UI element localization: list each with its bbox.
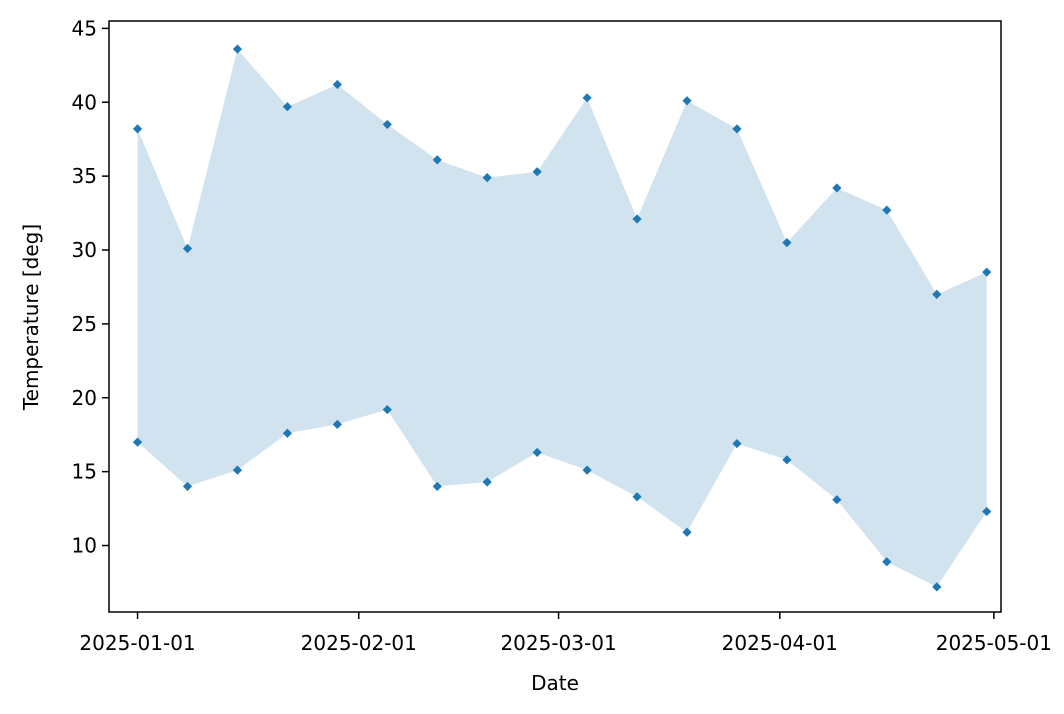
x-tick-label: 2025-05-01 xyxy=(936,631,1052,655)
x-tick-label: 2025-01-01 xyxy=(79,631,195,655)
upper-point xyxy=(932,289,942,299)
lower-point xyxy=(482,477,492,487)
upper-point xyxy=(132,124,143,134)
y-tick-label: 25 xyxy=(72,312,97,336)
lower-point xyxy=(932,582,942,592)
x-axis-title: Date xyxy=(531,671,579,695)
lower-point xyxy=(832,495,842,505)
upper-point xyxy=(332,79,342,90)
y-tick-label: 20 xyxy=(72,386,97,410)
upper-point xyxy=(682,96,692,106)
lower-point xyxy=(332,419,342,429)
upper-point xyxy=(232,44,243,54)
upper-point xyxy=(732,124,742,134)
y-axis-title: Temperature [deg] xyxy=(19,224,43,411)
x-tick-label: 2025-02-01 xyxy=(301,631,417,655)
lower-point xyxy=(582,465,592,475)
upper-point xyxy=(982,267,992,277)
upper-point xyxy=(482,173,492,183)
upper-point xyxy=(882,205,892,215)
lower-point xyxy=(982,506,992,517)
range-area xyxy=(137,49,987,587)
upper-point xyxy=(182,243,193,254)
lower-point xyxy=(882,557,892,567)
x-tick-label: 2025-04-01 xyxy=(722,631,838,655)
upper-point xyxy=(282,102,292,112)
lower-point xyxy=(132,437,143,447)
y-tick-label: 40 xyxy=(72,90,97,114)
x-tick-label: 2025-03-01 xyxy=(500,631,616,655)
lower-point xyxy=(682,527,692,537)
upper-point xyxy=(532,167,542,177)
upper-point xyxy=(632,214,642,224)
upper-point xyxy=(382,119,392,130)
lower-point xyxy=(382,404,392,415)
y-tick-label: 45 xyxy=(72,16,97,40)
lower-point xyxy=(782,455,792,465)
lower-point xyxy=(182,481,193,492)
upper-point xyxy=(832,183,842,193)
y-tick-label: 30 xyxy=(72,238,97,262)
lower-point xyxy=(432,481,442,492)
y-tick-label: 10 xyxy=(72,534,97,558)
upper-point xyxy=(432,155,442,165)
upper-point xyxy=(782,238,792,248)
y-tick-label: 35 xyxy=(72,164,97,188)
lower-point xyxy=(532,447,542,458)
plot-frame xyxy=(108,20,1002,613)
lower-point xyxy=(732,438,742,449)
upper-point xyxy=(582,93,592,103)
lower-point xyxy=(232,465,243,475)
lower-point xyxy=(632,492,642,502)
y-tick-label: 15 xyxy=(72,460,97,484)
lower-point xyxy=(282,428,292,438)
